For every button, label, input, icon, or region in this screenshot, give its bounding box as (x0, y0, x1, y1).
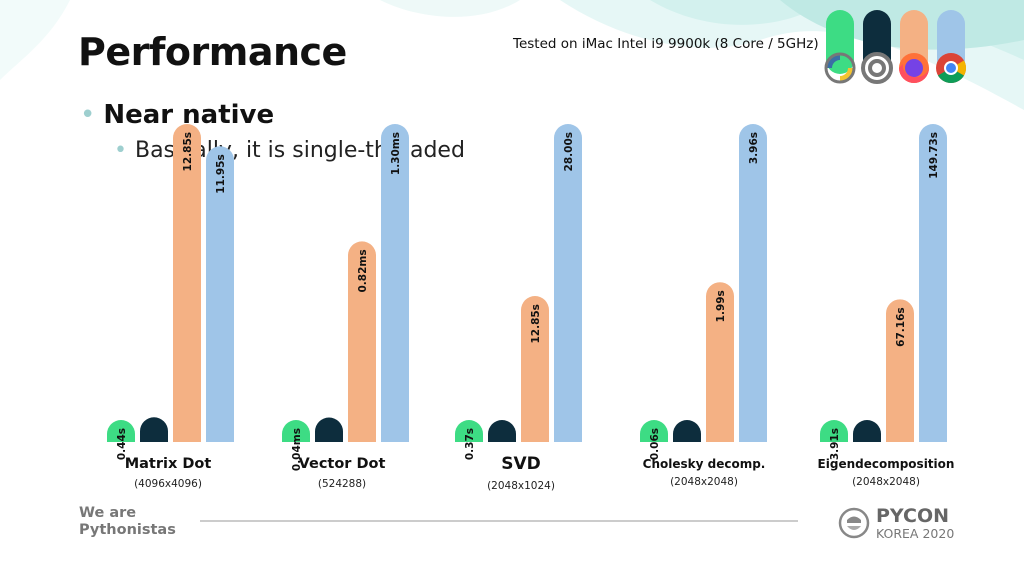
firefox-icon (899, 10, 929, 83)
category-name: SVD (501, 454, 541, 474)
bar (488, 420, 516, 442)
slogan-line: We are (79, 505, 137, 521)
page-title: Performance (78, 30, 347, 74)
bar-group: 0.04ms 0.82ms 1.30ms (282, 124, 409, 471)
pycon-logo-icon (838, 507, 870, 539)
bar (640, 420, 668, 442)
bar-value-label: 3.91s (829, 428, 841, 460)
chrome-icon (936, 10, 967, 84)
bar (853, 420, 881, 442)
bar-value-label: 0.04ms (291, 428, 303, 471)
footer-slogan: We are Pythonistas (79, 505, 176, 539)
category-size: (2048x1024) (487, 480, 555, 492)
bar (455, 420, 483, 442)
category-name: Cholesky decomp. (642, 457, 766, 471)
bar (206, 146, 234, 442)
bar-value-label: 3.96s (748, 132, 760, 164)
bar-value-label: 149.73s (928, 132, 940, 179)
category-name: Matrix Dot (124, 456, 212, 472)
pycon-edition: KOREA 2020 (876, 526, 955, 541)
bar (820, 420, 848, 442)
python-icon (824, 10, 856, 84)
category-size: (2048x2048) (670, 476, 738, 488)
category-name: Vector Dot (298, 456, 386, 472)
benchmark-note: Tested on iMac Intel i9 9900k (8 Core / … (513, 36, 819, 52)
graalvm-icon (861, 10, 893, 84)
category-size: (4096x4096) (134, 478, 202, 490)
bar (886, 299, 915, 442)
bar (107, 420, 135, 442)
bar-group: 0.44s 12.85s 11.95s (107, 124, 234, 460)
bar-value-label: 28.00s (563, 132, 575, 171)
bar-value-label: 0.06s (649, 428, 661, 460)
bar (919, 124, 947, 442)
slogan-line: Pythonistas (79, 522, 176, 538)
bar (739, 124, 767, 442)
bullet-dot: • (80, 100, 96, 130)
legend (824, 10, 967, 84)
bullet-dot: • (114, 138, 127, 163)
bar (315, 417, 343, 442)
bar (521, 296, 549, 442)
bar (140, 417, 168, 442)
bar-value-label: 0.82ms (357, 249, 369, 292)
bar (673, 420, 701, 442)
bar-value-label: 11.95s (215, 154, 227, 193)
category-name: Eigendecomposition (817, 457, 955, 471)
pycon-brand: PYCON (876, 505, 950, 527)
bar-group: 3.91s 67.16s 149.73s (820, 124, 947, 460)
bar-value-label: 1.30ms (390, 132, 402, 175)
category-size: (524288) (317, 478, 367, 490)
bar (381, 124, 409, 442)
bar (173, 124, 201, 442)
category-size: (2048x2048) (852, 476, 920, 488)
bar-value-label: 1.99s (715, 290, 727, 322)
bar-group: 0.06s 1.99s 3.96s (640, 124, 767, 460)
bar-group: 0.37s 12.85s 28.00s (455, 124, 582, 460)
bar (282, 420, 310, 442)
bar-value-label: 0.37s (464, 428, 476, 460)
bar-value-label: 67.16s (895, 307, 907, 346)
bar (554, 124, 582, 442)
bar (348, 241, 376, 442)
footer-divider (200, 520, 798, 522)
bar-value-label: 12.85s (530, 304, 542, 343)
bar-value-label: 12.85s (182, 132, 194, 171)
bar-value-label: 0.44s (116, 428, 128, 460)
bar (706, 282, 734, 442)
